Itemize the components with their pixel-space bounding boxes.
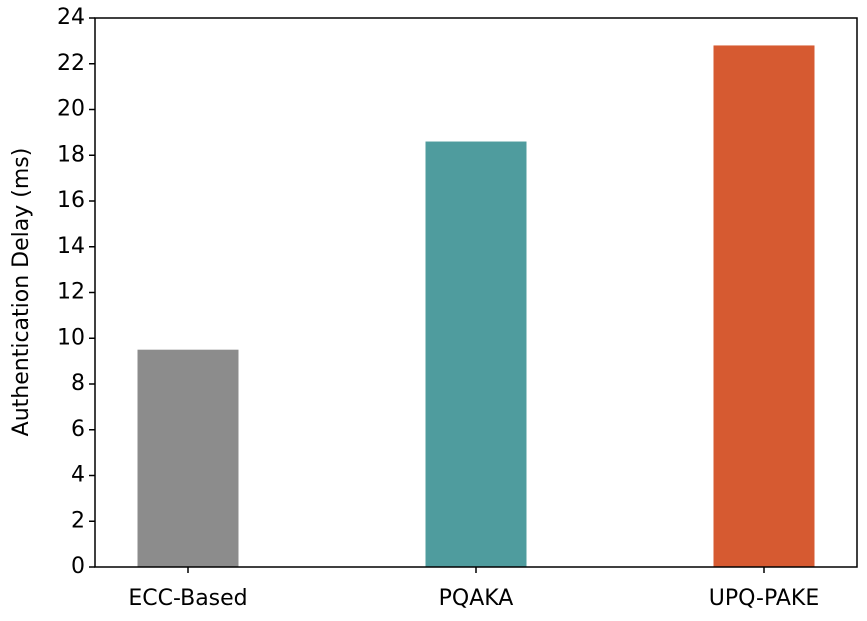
y-tick-label: 14 xyxy=(57,234,85,259)
bar xyxy=(425,141,527,567)
y-tick-label: 20 xyxy=(57,97,85,122)
bar xyxy=(713,45,815,567)
y-tick-label: 18 xyxy=(57,142,85,167)
y-tick-label: 22 xyxy=(57,51,85,76)
y-tick-label: 6 xyxy=(71,417,85,442)
x-tick-label: UPQ-PAKE xyxy=(709,586,819,611)
x-tick-label: ECC-Based xyxy=(128,586,247,611)
bar xyxy=(137,349,239,567)
y-tick-label: 12 xyxy=(57,280,85,305)
plot-frame xyxy=(94,17,858,568)
y-tick-label: 8 xyxy=(71,371,85,396)
y-tick-label: 24 xyxy=(57,5,85,30)
x-tick-label: PQAKA xyxy=(439,586,514,611)
y-tick-label: 2 xyxy=(71,508,85,533)
y-axis-label: Authentication Delay (ms) xyxy=(9,148,34,437)
y-tick-label: 16 xyxy=(57,188,85,213)
y-tick-label: 0 xyxy=(71,554,85,579)
y-tick-label: 10 xyxy=(57,325,85,350)
y-tick-label: 4 xyxy=(71,463,85,488)
